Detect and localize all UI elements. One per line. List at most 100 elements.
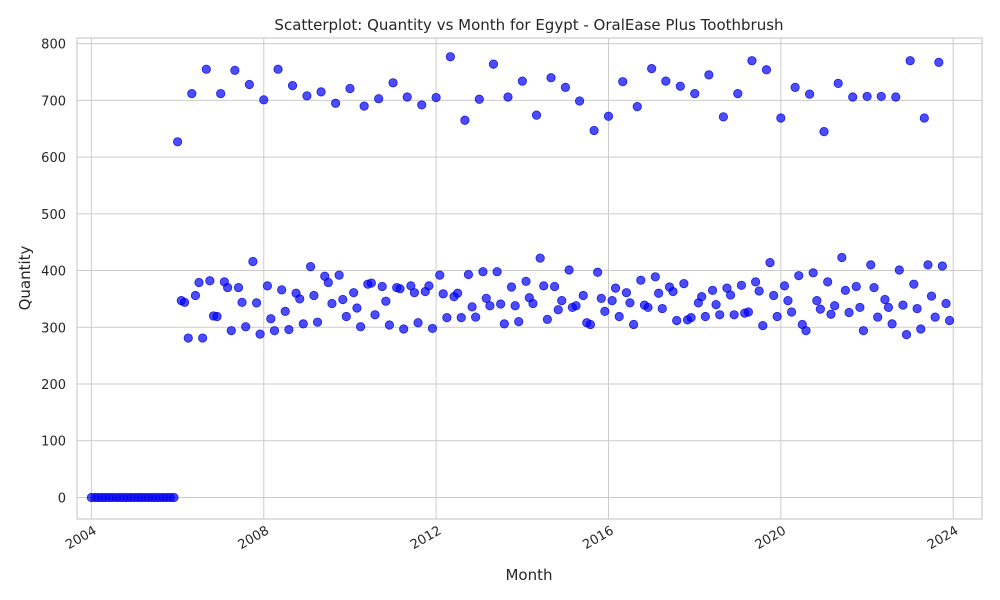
data-point (302, 91, 312, 101)
data-point (377, 281, 387, 292)
data-point (686, 313, 696, 323)
data-point (305, 261, 316, 272)
data-point (388, 78, 398, 88)
data-point (647, 64, 657, 74)
data-point (690, 88, 700, 99)
data-point (226, 326, 236, 336)
data-point (830, 301, 840, 311)
data-point (244, 79, 254, 90)
data-point (898, 300, 908, 310)
grid-lines (77, 38, 982, 519)
data-point (801, 326, 811, 336)
data-point (779, 281, 790, 291)
data-point (173, 137, 183, 147)
data-point (823, 277, 833, 287)
x-tick-label: 2008 (236, 523, 272, 553)
data-point (585, 319, 596, 330)
data-point (349, 288, 359, 298)
data-point (926, 291, 937, 301)
data-point (858, 326, 869, 336)
data-point (603, 111, 614, 121)
data-point (700, 311, 710, 322)
data-point (672, 315, 682, 326)
data-point (341, 311, 351, 322)
data-point (866, 260, 876, 270)
data-point (805, 89, 815, 99)
data-point (460, 115, 470, 125)
data-point (557, 296, 567, 306)
data-point (273, 64, 283, 74)
data-point (596, 293, 606, 303)
data-point (772, 311, 782, 322)
data-point (384, 320, 395, 330)
data-point (625, 298, 635, 308)
data-point (733, 88, 743, 99)
data-point (435, 270, 445, 280)
data-point (230, 65, 240, 75)
data-point (510, 301, 520, 311)
data-point (194, 277, 204, 288)
data-point (452, 288, 463, 298)
data-point (481, 293, 491, 303)
data-point (445, 52, 455, 62)
data-point (912, 303, 922, 314)
data-point (251, 298, 262, 308)
data-point (618, 77, 628, 87)
plot-frame (76, 37, 983, 520)
data-point (183, 333, 193, 343)
data-point (855, 302, 865, 313)
data-point (201, 64, 211, 74)
y-axis-label: Quantity (16, 245, 34, 310)
data-point (593, 267, 603, 277)
data-point (909, 279, 919, 289)
data-point (661, 76, 671, 86)
data-point (589, 125, 599, 136)
data-point (187, 88, 197, 99)
data-point (499, 319, 509, 329)
data-point (506, 282, 517, 292)
data-point (424, 281, 434, 291)
data-point (531, 110, 542, 120)
data-point (478, 267, 488, 277)
data-point (776, 113, 786, 123)
data-point (718, 112, 728, 122)
data-point (169, 492, 179, 503)
y-tick-label: 200 (41, 378, 66, 393)
data-point (316, 87, 326, 97)
data-point (370, 310, 380, 320)
data-point (467, 302, 477, 312)
data-point (564, 265, 574, 275)
data-point (891, 92, 901, 102)
data-point (323, 277, 333, 288)
data-point (366, 278, 376, 288)
data-point (769, 290, 779, 301)
data-point (399, 324, 409, 334)
data-point (873, 312, 883, 322)
y-tick-label: 0 (58, 491, 66, 506)
data-point (395, 284, 405, 294)
data-point (496, 299, 506, 309)
data-point (869, 282, 879, 293)
data-point (675, 81, 685, 91)
data-points (86, 52, 955, 503)
data-point (517, 76, 527, 86)
data-point (542, 314, 552, 324)
data-point (474, 94, 484, 104)
data-point (233, 282, 244, 293)
data-point (352, 303, 362, 313)
data-point (553, 305, 563, 315)
data-point (269, 326, 280, 336)
data-point (747, 56, 757, 66)
y-tick-label: 800 (41, 38, 66, 53)
data-point (248, 256, 258, 267)
data-point (546, 73, 556, 83)
data-point (503, 92, 513, 102)
data-point (205, 276, 215, 286)
data-point (937, 261, 947, 271)
data-point (298, 319, 308, 329)
data-point (295, 294, 305, 304)
data-point (442, 313, 452, 323)
data-point (381, 296, 391, 306)
data-point (309, 290, 319, 301)
x-tick-label: 2012 (408, 523, 444, 553)
